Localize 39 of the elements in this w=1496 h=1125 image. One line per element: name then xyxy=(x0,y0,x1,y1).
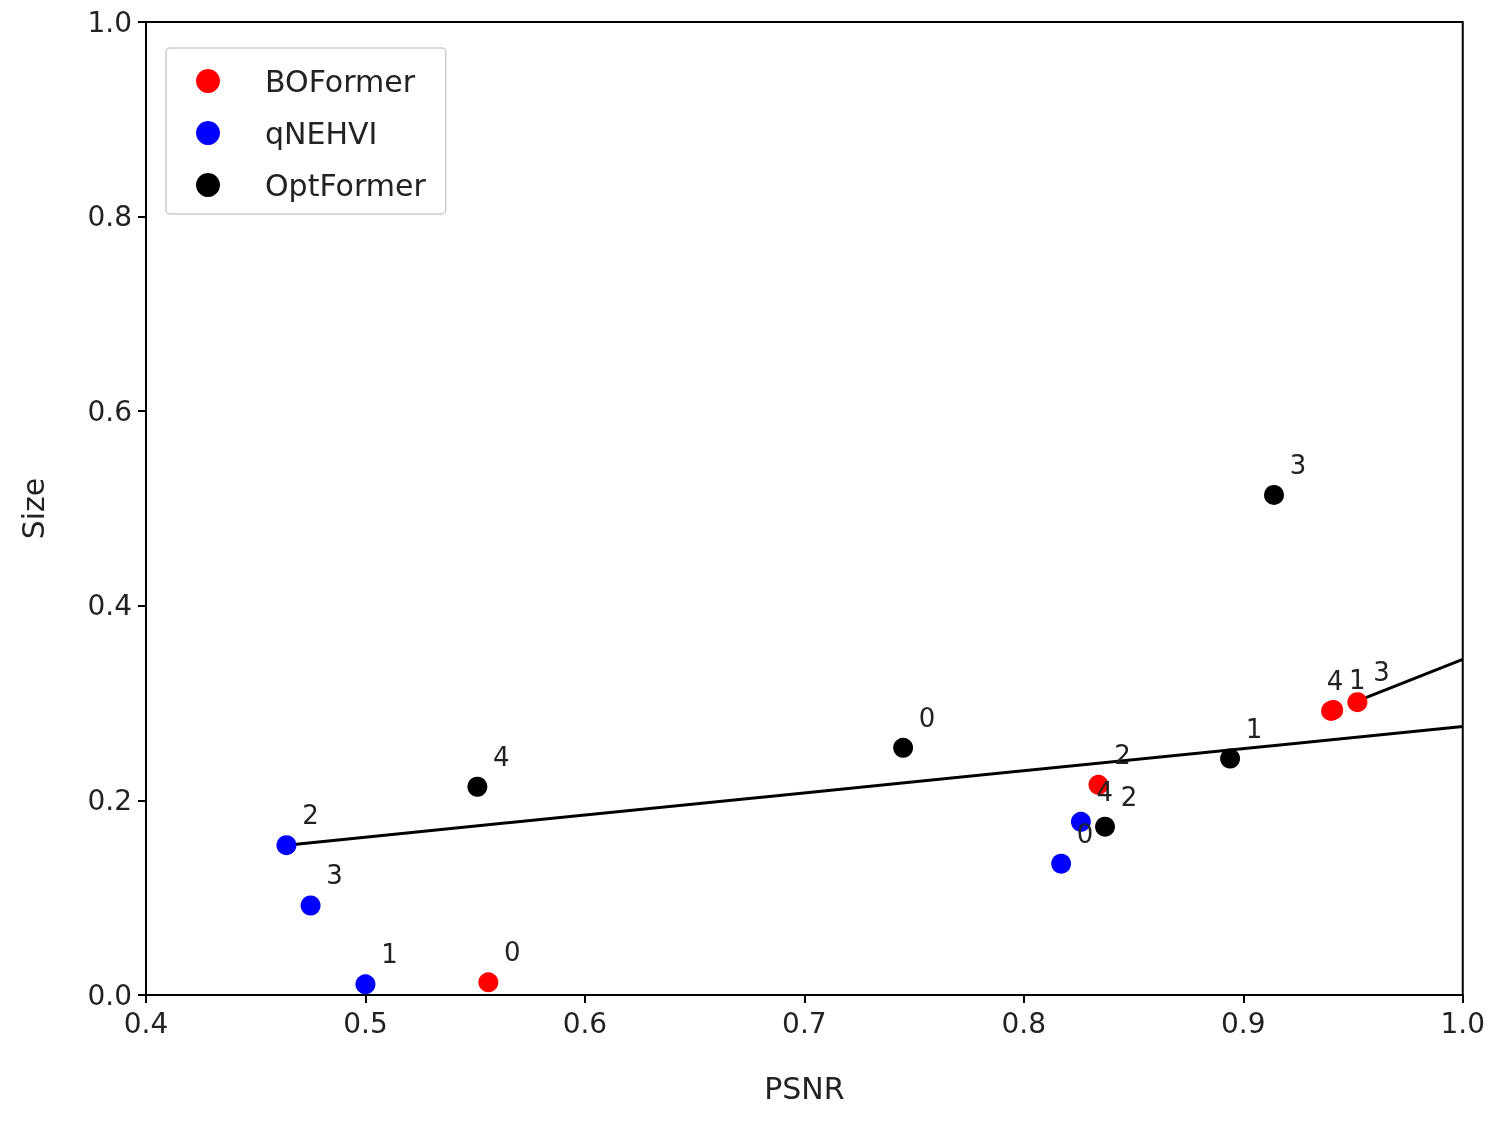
y-axis-title: Size xyxy=(15,477,51,540)
point xyxy=(276,835,297,856)
point xyxy=(300,895,321,916)
legend-label: BOFormer xyxy=(265,63,416,99)
x-tick-label: 0.8 xyxy=(1001,1006,1047,1040)
annotation: 3 xyxy=(326,860,343,891)
point xyxy=(467,776,488,797)
annotation: 1 xyxy=(381,939,398,970)
point xyxy=(1051,853,1072,874)
point xyxy=(1264,484,1284,505)
x-axis-title: PSNR xyxy=(764,1070,845,1106)
annotation: 3 xyxy=(1289,449,1307,480)
point xyxy=(355,974,376,995)
annotation: 4 xyxy=(1326,665,1344,696)
point xyxy=(1347,692,1368,713)
annotation: 2 xyxy=(302,800,319,831)
annotation: 1 xyxy=(1348,664,1366,695)
y-tick-label: 0.2 xyxy=(87,783,132,817)
point xyxy=(1095,816,1116,837)
x-tick-label: 0.6 xyxy=(562,1006,608,1040)
annotation: 2 xyxy=(1120,781,1138,812)
x-tick-label: 0.5 xyxy=(343,1006,388,1040)
y-tick-label: 0.6 xyxy=(87,394,132,428)
point xyxy=(1220,748,1241,769)
y-tick-label: 0.4 xyxy=(87,589,132,623)
legend-label: qNEHVI xyxy=(265,115,378,151)
x-tick-label: 0.9 xyxy=(1221,1006,1266,1040)
annotation: 1 xyxy=(1245,713,1263,744)
y-tick-label: 0.8 xyxy=(87,200,132,234)
annotation: 0 xyxy=(504,937,521,968)
point xyxy=(893,737,914,758)
y-tick-label: 1.0 xyxy=(87,5,132,39)
point xyxy=(478,972,499,993)
annotation: 0 xyxy=(918,702,936,733)
x-tick-label: 0.7 xyxy=(782,1006,827,1040)
x-tick-label: 1.0 xyxy=(1440,1006,1485,1040)
annotation: 4 xyxy=(493,741,510,772)
annotation: 3 xyxy=(1373,657,1390,688)
legend-label: OptFormer xyxy=(265,167,427,203)
